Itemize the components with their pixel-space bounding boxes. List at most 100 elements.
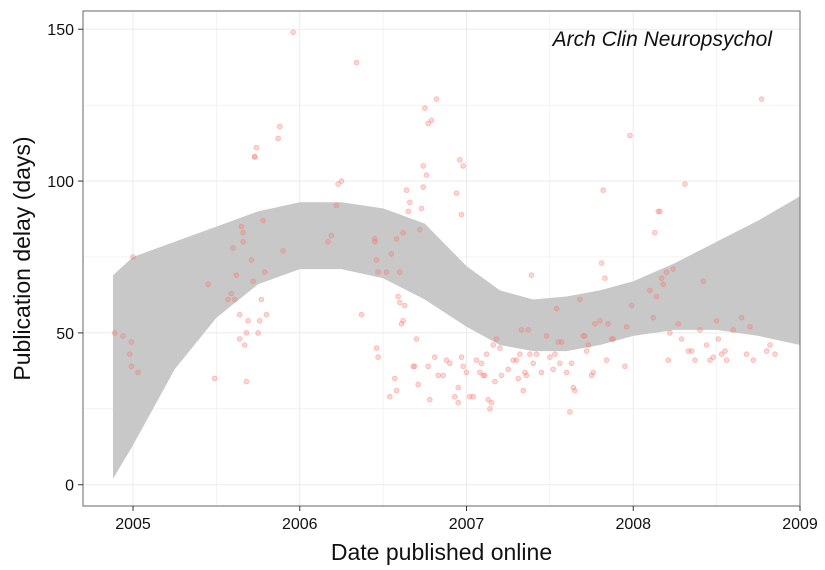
x-tick-label: 2008 xyxy=(615,516,651,533)
data-point xyxy=(231,296,238,303)
y-tick-label: 100 xyxy=(47,174,74,191)
y-tick-label: 50 xyxy=(56,326,74,343)
data-point xyxy=(622,363,628,370)
data-point xyxy=(718,351,725,358)
data-point xyxy=(533,351,540,358)
data-point xyxy=(608,336,615,342)
data-point xyxy=(391,375,398,382)
x-tick-label: 2005 xyxy=(115,516,151,533)
data-point xyxy=(750,357,757,364)
data-point xyxy=(325,239,331,245)
data-point xyxy=(411,363,418,370)
data-point xyxy=(713,317,720,324)
data-point xyxy=(523,372,530,379)
data-point xyxy=(126,351,133,358)
data-point xyxy=(225,296,231,303)
data-point xyxy=(328,232,335,239)
data-point xyxy=(398,320,405,327)
data-point xyxy=(395,293,401,300)
data-point xyxy=(400,229,406,236)
data-point xyxy=(260,217,266,224)
data-point xyxy=(605,320,611,327)
data-point xyxy=(610,336,616,342)
data-point xyxy=(657,208,663,215)
data-point xyxy=(600,187,606,194)
x-tick-label: 2007 xyxy=(449,516,485,533)
data-point xyxy=(393,236,400,242)
panel-border xyxy=(82,10,801,507)
data-point xyxy=(451,393,458,400)
data-point xyxy=(135,369,141,376)
data-point xyxy=(710,354,717,361)
data-point xyxy=(413,336,420,342)
data-point xyxy=(211,375,218,382)
data-point xyxy=(386,393,393,400)
data-point xyxy=(245,317,251,324)
data-point xyxy=(510,357,517,364)
data-point xyxy=(435,372,442,379)
data-point xyxy=(261,269,268,276)
data-points xyxy=(111,29,778,415)
data-point xyxy=(205,281,211,288)
data-point xyxy=(590,369,596,376)
data-point xyxy=(290,29,296,36)
data-point xyxy=(628,302,635,309)
data-point xyxy=(240,239,246,245)
y-tick-label: 150 xyxy=(47,22,74,39)
data-point xyxy=(251,154,258,160)
data-point xyxy=(665,357,672,364)
data-point xyxy=(692,357,698,364)
data-point xyxy=(393,387,400,394)
data-point xyxy=(527,351,533,358)
data-point xyxy=(570,384,576,391)
data-point xyxy=(243,378,250,385)
data-point xyxy=(251,154,258,160)
data-point xyxy=(460,163,467,169)
data-point xyxy=(333,202,340,209)
data-point xyxy=(338,178,345,184)
data-point xyxy=(627,132,633,139)
data-point xyxy=(483,351,490,358)
data-point xyxy=(440,372,447,379)
data-point xyxy=(517,351,523,358)
data-point xyxy=(405,208,412,215)
data-point xyxy=(458,354,465,361)
data-point xyxy=(403,187,410,194)
data-point xyxy=(588,372,595,379)
data-point xyxy=(490,342,497,348)
data-point xyxy=(425,363,432,370)
data-point xyxy=(485,396,492,403)
data-point xyxy=(758,96,765,102)
data-point xyxy=(233,272,240,279)
data-point xyxy=(550,366,556,373)
data-point xyxy=(498,372,505,379)
data-point xyxy=(515,375,521,382)
data-point xyxy=(453,190,460,197)
data-point xyxy=(487,405,493,412)
data-point xyxy=(420,163,427,169)
data-point xyxy=(567,409,573,415)
data-point xyxy=(388,251,395,257)
data-point xyxy=(577,296,583,303)
data-point xyxy=(463,369,470,376)
data-point xyxy=(478,360,485,367)
data-point xyxy=(530,360,536,367)
data-point xyxy=(473,357,480,364)
data-point xyxy=(421,105,428,111)
data-point xyxy=(431,354,438,361)
data-point xyxy=(416,226,423,233)
data-point xyxy=(443,357,450,364)
data-point xyxy=(603,357,610,364)
data-point xyxy=(276,123,283,130)
data-point xyxy=(418,205,425,212)
data-point xyxy=(522,369,528,376)
data-point xyxy=(528,272,535,279)
data-point xyxy=(722,348,728,354)
data-point xyxy=(482,372,488,379)
data-point xyxy=(650,314,657,321)
data-point xyxy=(738,314,745,321)
data-point xyxy=(670,266,677,272)
data-point xyxy=(477,369,483,376)
y-tick-label: 0 xyxy=(65,478,74,495)
